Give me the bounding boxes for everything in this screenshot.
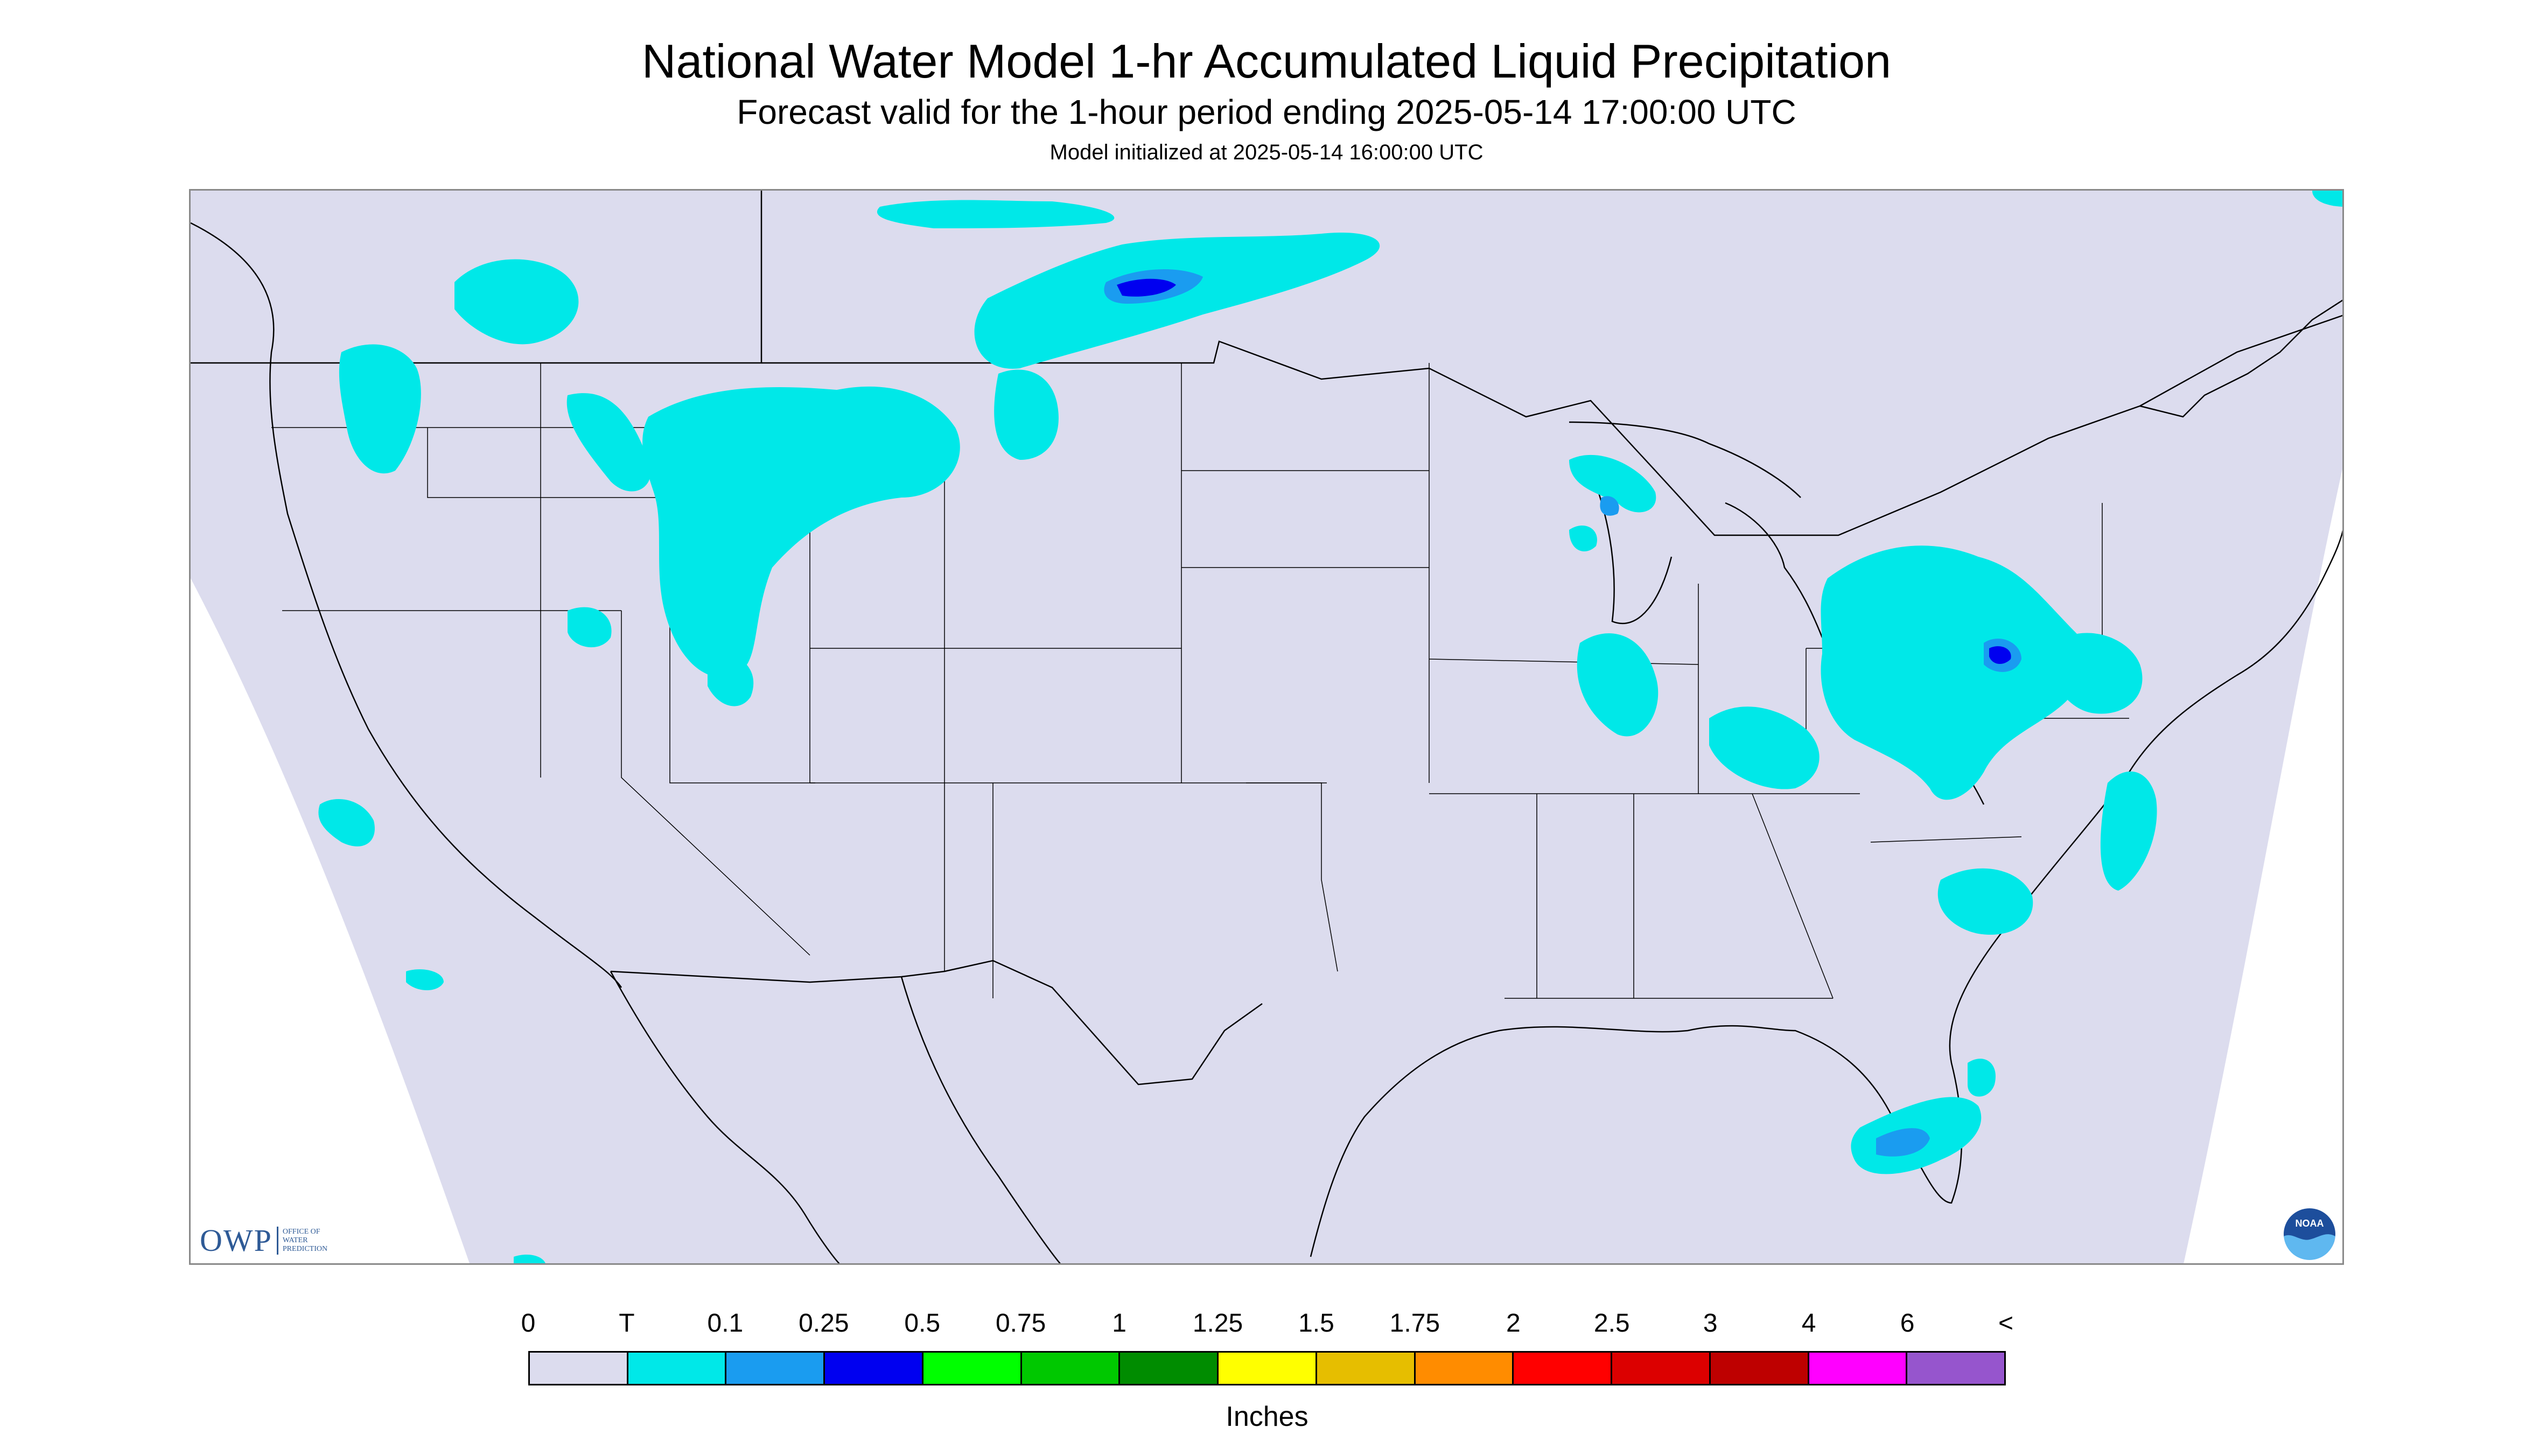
legend-swatch	[1120, 1353, 1219, 1384]
legend-swatch	[628, 1353, 727, 1384]
owp-abbr: OWP	[200, 1223, 272, 1258]
owp-line-1: OFFICE OF	[282, 1228, 320, 1236]
legend-tick-label: 6	[1900, 1309, 1915, 1338]
precip-heavy-cores	[1117, 278, 2011, 664]
legend-tick-label: 0.75	[995, 1309, 1046, 1338]
legend-swatch	[825, 1353, 923, 1384]
legend-tick-label: 0.1	[707, 1309, 744, 1338]
owp-logo: OWP OFFICE OF WATER PREDICTION	[200, 1224, 327, 1257]
legend-tick-label: T	[619, 1309, 635, 1338]
legend-swatch	[923, 1353, 1022, 1384]
legend-swatch	[1710, 1353, 1809, 1384]
map-subtitle: Forecast valid for the 1-hour period end…	[737, 93, 1796, 131]
legend-tick-label: 0	[521, 1309, 536, 1338]
owp-logo-divider	[276, 1227, 278, 1255]
legend-tick-label: 4	[1801, 1309, 1816, 1338]
legend-swatch	[1415, 1353, 1514, 1384]
noaa-logo-text: NOAA	[2296, 1218, 2324, 1229]
legend-tick-label: 1.75	[1389, 1309, 1440, 1338]
legend-colorbar	[528, 1351, 2006, 1385]
legend-tick-label: 3	[1703, 1309, 1718, 1338]
legend-units: Inches	[1226, 1401, 1309, 1432]
legend-swatch	[1612, 1353, 1711, 1384]
legend-swatch	[1021, 1353, 1121, 1384]
owp-line-3: PREDICTION	[282, 1245, 328, 1253]
legend-tick-label: 2.5	[1593, 1309, 1630, 1338]
map-title: National Water Model 1-hr Accumulated Li…	[641, 34, 1892, 88]
legend-swatch	[1809, 1353, 1908, 1384]
legend-tick-label: 0.25	[799, 1309, 849, 1338]
owp-line-2: WATER	[282, 1236, 308, 1244]
noaa-logo: NOAA	[2282, 1206, 2338, 1262]
legend-tick-label: 0.5	[904, 1309, 941, 1338]
model-init-text: Model initialized at 2025-05-14 16:00:00…	[1049, 141, 1484, 164]
legend-tick-label: 1.25	[1192, 1309, 1243, 1338]
legend-swatch	[530, 1353, 628, 1384]
legend-tick-label: 2	[1506, 1309, 1521, 1338]
legend-swatch	[1514, 1353, 1613, 1384]
legend-tick-label: 1	[1112, 1309, 1126, 1338]
legend-swatch	[1317, 1353, 1416, 1384]
legend-swatch	[1907, 1353, 2005, 1384]
legend-swatch	[726, 1353, 825, 1384]
precipitation-legend: 0 T 0.1 0.25 0.5 0.75 1 1.25 1.5 1.75 2 2.5 3 4 6 < Inc…	[521, 1309, 2013, 1432]
precip-trace-areas	[318, 191, 2342, 1263]
legend-tick-label: 1.5	[1298, 1309, 1334, 1338]
precipitation-map	[189, 189, 2344, 1265]
legend-swatch	[1219, 1353, 1317, 1384]
legend-tick-label: <	[1998, 1309, 2014, 1338]
owp-org-name: OFFICE OF WATER PREDICTION	[283, 1228, 327, 1254]
